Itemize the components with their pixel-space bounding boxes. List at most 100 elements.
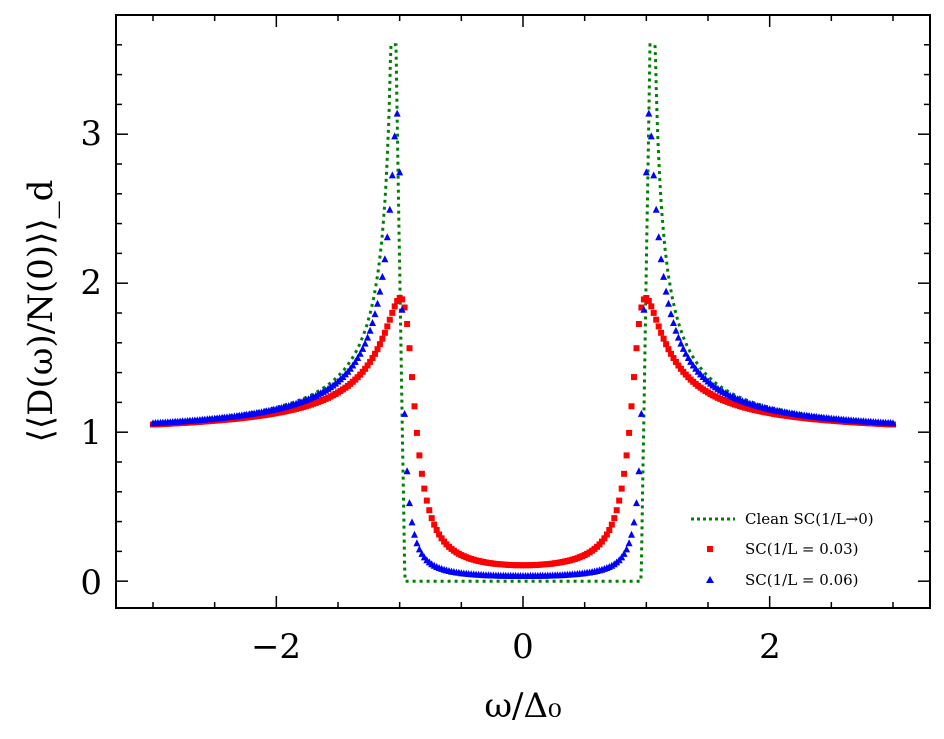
sc-003-point bbox=[626, 429, 633, 436]
sc-003-point bbox=[372, 350, 378, 357]
sc-003-point bbox=[376, 341, 383, 348]
sc-006-point bbox=[679, 344, 687, 352]
sc-006-point bbox=[630, 518, 638, 526]
sc-003-point bbox=[611, 515, 618, 522]
sc-006-point bbox=[403, 467, 411, 475]
sc-003-point bbox=[638, 304, 645, 311]
sc-003-point bbox=[670, 355, 677, 361]
sc-006-point bbox=[393, 109, 401, 117]
sc-006-point bbox=[637, 409, 645, 417]
x-axis-label: ω/Δ₀ bbox=[484, 686, 561, 726]
sc-003-point bbox=[623, 452, 630, 459]
legend-label-clean: Clean SC(1/L→0) bbox=[745, 510, 874, 528]
sc-003-point bbox=[399, 296, 406, 303]
sc-003-point bbox=[633, 345, 640, 352]
sc-006-point bbox=[415, 545, 423, 553]
sc-006-point bbox=[650, 171, 658, 179]
y-tick-label: 0 bbox=[80, 563, 102, 603]
sc-003-point bbox=[381, 329, 388, 336]
sc-006-point bbox=[889, 419, 897, 427]
sc-006-point bbox=[667, 310, 675, 318]
sc-003-point bbox=[362, 365, 369, 372]
sc-003-point bbox=[423, 497, 430, 504]
series-sc-006 bbox=[149, 109, 897, 579]
sc-006-point bbox=[361, 339, 369, 347]
sc-006-point bbox=[674, 333, 682, 341]
x-tick-label: 0 bbox=[512, 627, 534, 667]
sc-003-point bbox=[648, 303, 655, 310]
sc-006-point bbox=[670, 319, 677, 326]
legend-swatch-sc-006 bbox=[706, 576, 714, 583]
sc-003-point bbox=[431, 521, 438, 528]
legend-label-sc-006: SC(1/L = 0.06) bbox=[745, 571, 859, 589]
plot-frame bbox=[115, 14, 931, 609]
sc-003-point bbox=[426, 507, 433, 514]
sc-006-point bbox=[665, 299, 672, 307]
sc-003-point bbox=[613, 507, 620, 514]
y-tick-label: 3 bbox=[80, 114, 102, 154]
sc-003-point bbox=[665, 346, 672, 353]
sc-006-point bbox=[396, 168, 404, 176]
sc-006-point bbox=[401, 409, 409, 417]
legend-label-sc-003: SC(1/L = 0.03) bbox=[745, 540, 859, 558]
sc-003-point bbox=[386, 316, 393, 323]
sc-006-point bbox=[351, 357, 359, 365]
sc-006-point bbox=[652, 205, 660, 213]
sc-003-point bbox=[389, 309, 396, 316]
sc-003-point bbox=[653, 316, 660, 323]
sc-006-point bbox=[660, 272, 668, 280]
sc-003-point bbox=[618, 485, 625, 492]
x-tick-label: 2 bbox=[759, 627, 781, 667]
sc-006-point bbox=[628, 530, 635, 538]
sc-006-point bbox=[381, 255, 389, 263]
sc-003-point bbox=[374, 346, 381, 353]
sc-003-point bbox=[668, 350, 674, 357]
sc-003-point bbox=[367, 358, 374, 365]
sc-003-point bbox=[391, 303, 398, 310]
sc-003-point bbox=[418, 470, 425, 477]
y-axis-label: ⟨⟨D(ω)/N(0)⟩⟩_d bbox=[21, 180, 61, 443]
sc-006-point bbox=[677, 339, 685, 347]
sc-003-point bbox=[660, 335, 667, 342]
sc-003-point bbox=[436, 531, 443, 538]
sc-003-point bbox=[438, 535, 445, 542]
sc-003-point bbox=[635, 321, 642, 327]
sc-006-point bbox=[388, 171, 396, 179]
sc-003-point bbox=[364, 362, 371, 369]
sc-006-point bbox=[625, 539, 633, 547]
sc-003-point bbox=[379, 335, 386, 342]
sc-003-point bbox=[413, 429, 420, 436]
sc-006-point bbox=[391, 132, 399, 140]
sc-003-point bbox=[369, 355, 376, 361]
sc-003-point bbox=[598, 538, 605, 545]
sc-003-point bbox=[608, 521, 615, 528]
sc-003-point bbox=[606, 527, 613, 533]
sc-003-point bbox=[650, 309, 657, 316]
sc-003-point bbox=[616, 497, 623, 504]
sc-006-point bbox=[364, 333, 372, 341]
sc-006-point bbox=[672, 326, 680, 334]
y-tick-label: 2 bbox=[80, 263, 102, 303]
sc-006-point bbox=[620, 549, 628, 557]
sc-006-point bbox=[408, 518, 416, 526]
sc-003-point bbox=[406, 345, 413, 352]
sc-003-point bbox=[628, 403, 635, 410]
sc-003-point bbox=[428, 515, 435, 522]
sc-003-point bbox=[416, 452, 423, 459]
sc-006-point bbox=[369, 319, 376, 326]
sc-006-point bbox=[398, 305, 406, 313]
clean-sc-line bbox=[153, 43, 893, 583]
sc-003-point bbox=[631, 374, 637, 381]
legend: Clean SC(1/L→0) SC(1/L = 0.03) SC(1/L = … bbox=[691, 510, 874, 589]
sc-006-point bbox=[354, 354, 362, 361]
series-clean-sc bbox=[153, 43, 893, 583]
sc-006-point bbox=[657, 255, 665, 263]
sc-003-point bbox=[655, 323, 662, 330]
sc-003-point bbox=[433, 527, 440, 533]
sc-006-point bbox=[655, 233, 663, 241]
sc-006-point bbox=[413, 539, 421, 547]
sc-006-point bbox=[386, 205, 394, 213]
sc-006-point bbox=[682, 349, 690, 357]
sc-003-point bbox=[601, 535, 608, 542]
x-tick-label: −2 bbox=[251, 627, 301, 667]
